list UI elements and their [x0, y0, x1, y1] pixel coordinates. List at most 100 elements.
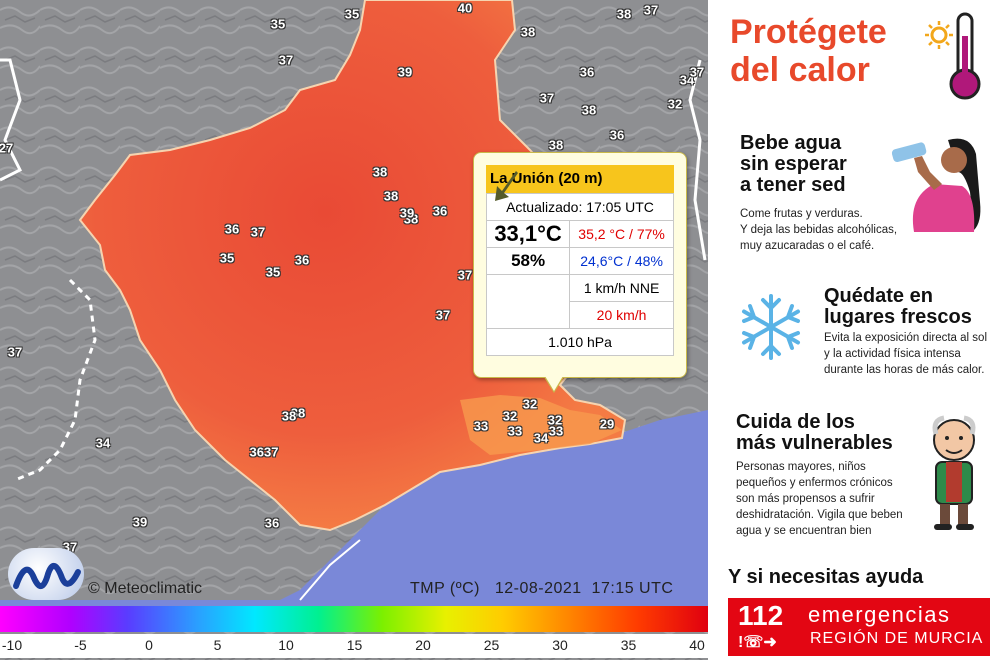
tip1-text-2: Y deja las bebidas alcohólicas,: [740, 224, 898, 236]
temperature-map[interactable]: 35 35 40 38 37 38 37 39 37 36 34 37 38 32 38 36 27 38 38 38…: [0, 0, 708, 660]
tip2-text-2: y la actividad física intensa: [824, 348, 961, 360]
station-temp-label[interactable]: 37: [539, 90, 555, 106]
e112-number: 112: [738, 600, 784, 631]
station-temp-label[interactable]: 39: [397, 64, 413, 80]
station-temp-label[interactable]: 34: [533, 430, 549, 446]
updated-time: Actualizado: 17:05 UTC: [486, 193, 674, 221]
station-temp-label[interactable]: 38: [520, 24, 536, 40]
max-temp: 35,2 °C / 77%: [569, 220, 674, 248]
station-temp-label[interactable]: 36: [264, 515, 280, 531]
station-temp-label[interactable]: 32: [547, 412, 563, 428]
tip3-title-2: más vulnerables: [736, 432, 893, 454]
tip3-text-5: agua y se encuentran bien: [736, 525, 872, 537]
station-temp-label[interactable]: 32: [522, 396, 538, 412]
station-temp-label[interactable]: 35: [265, 264, 281, 280]
scale-tick-label: -5: [74, 637, 87, 653]
station-temp-label[interactable]: 33: [548, 423, 564, 439]
scale-tick-label: -10: [1, 637, 23, 653]
scale-tick-label: 20: [415, 637, 431, 653]
temperature-scale-bar: [0, 606, 708, 632]
tip2-text-3: durante las horas de más calor.: [824, 364, 985, 376]
tip2-title-2: lugares frescos: [824, 306, 972, 328]
tip2-title-1: Quédate en: [824, 285, 933, 307]
station-temp-label[interactable]: 37: [435, 307, 451, 323]
current-temp: 33,1°C: [485, 220, 571, 248]
station-temp-label[interactable]: 37: [689, 64, 705, 80]
station-temp-label[interactable]: 36: [432, 203, 448, 219]
timestamp-label: TMP (ºC) 12-08-2021 17:15 UTC: [410, 580, 674, 597]
station-temp-label[interactable]: 33: [507, 423, 523, 439]
thermometer-icon: [949, 12, 981, 100]
sun-icon: [925, 21, 953, 49]
scale-tick-label: 40: [689, 637, 705, 653]
snowflake-icon: [742, 294, 800, 360]
station-popup[interactable]: La Unión (20 m) Actualizado: 17:05 UTC 3…: [473, 152, 687, 393]
tip1-title-2: sin esperar: [740, 153, 847, 175]
station-temp-label[interactable]: 35: [270, 16, 286, 32]
station-temp-label[interactable]: 36: [579, 64, 595, 80]
station-temp-label[interactable]: 39: [132, 514, 148, 530]
station-temp-label[interactable]: 37: [7, 344, 23, 360]
station-temp-label[interactable]: 37: [643, 2, 659, 18]
station-temp-label[interactable]: 38: [372, 164, 388, 180]
temperature-scale-ticks: -10 -5 0 5 10 15 20 25 30 35 40: [0, 634, 708, 658]
tip1-text-1: Come frutas y verduras.: [740, 208, 863, 220]
wind-arrow-icon: [485, 171, 571, 329]
station-temp-label[interactable]: 36: [609, 127, 625, 143]
help-heading: Y si necesitas ayuda: [728, 566, 924, 588]
station-table: Actualizado: 17:05 UTC 33,1°C 35,2 °C / 7…: [485, 171, 674, 356]
credit-text: © Meteoclimatic: [88, 580, 203, 597]
station-temp-label[interactable]: 34: [95, 435, 111, 451]
station-temp-label[interactable]: 35: [219, 250, 235, 266]
station-temp-label[interactable]: 37: [250, 224, 266, 240]
scale-tick-label: 15: [346, 637, 363, 653]
sea: [0, 410, 708, 606]
scale-tick-label: 5: [213, 637, 222, 653]
min-temp: 24,6°C / 48%: [569, 247, 674, 275]
scale-tick-label: 0: [145, 637, 153, 653]
phone-icon: !☏➜: [738, 634, 777, 651]
tip1-title-3: a tener sed: [740, 174, 846, 196]
panel-title-2: del calor: [730, 51, 870, 89]
wind-speed: 1 km/h NNE: [569, 274, 674, 302]
station-temp-label[interactable]: 38: [616, 6, 632, 22]
tip3-title-1: Cuida de los: [736, 411, 855, 433]
station-temp-label[interactable]: 38: [581, 102, 597, 118]
scale-tick-label: 35: [620, 637, 637, 653]
heat-advice-panel: Protégete del calor Bebe agua sin espera…: [708, 0, 1000, 660]
scale-tick-label: 10: [278, 637, 294, 653]
station-temp-label[interactable]: 39: [399, 205, 415, 221]
station-temp-label[interactable]: 32: [667, 96, 683, 112]
station-temp-label[interactable]: 36: [224, 221, 240, 237]
tip3-text-2: pequeños y enfermos crónicos: [736, 477, 893, 489]
current-humidity: 58%: [485, 247, 571, 275]
station-temp-label[interactable]: 3637: [249, 444, 279, 460]
wind-gust: 20 km/h: [569, 301, 674, 329]
station-temp-label[interactable]: 36: [294, 252, 310, 268]
station-temp-label[interactable]: 29: [599, 416, 615, 432]
tip3-text-3: son más propensos a sufrir: [736, 493, 875, 505]
station-temp-label[interactable]: 38: [403, 211, 419, 227]
station-temp-label[interactable]: 38: [290, 405, 306, 421]
panel-title-1: Protégete: [730, 13, 887, 51]
station-temp-label[interactable]: 37: [457, 267, 473, 283]
station-temp-label[interactable]: 38: [548, 137, 564, 153]
scale-tick-label: 25: [483, 637, 500, 653]
tip1-title-1: Bebe agua: [740, 132, 842, 154]
emergency-112-banner[interactable]: 112 !☏➜ emergencias REGIÓN DE MURCIA: [728, 598, 990, 656]
station-temp-label[interactable]: 35: [344, 6, 360, 22]
tip1-text-3: muy azucaradas o el café.: [740, 240, 875, 252]
tip3-text-4: deshidratación. Vigila que beben: [736, 509, 903, 521]
tip2-text-1: Evita la exposición directa al sol: [824, 332, 987, 344]
e112-region: REGIÓN DE MURCIA: [810, 630, 984, 647]
station-temp-label[interactable]: 38: [281, 408, 297, 424]
elderly-man-icon: [932, 415, 976, 530]
station-temp-label[interactable]: 40: [457, 0, 473, 16]
station-temp-label[interactable]: 32: [502, 408, 518, 424]
station-temp-label[interactable]: 33: [473, 418, 489, 434]
station-temp-label[interactable]: 34: [679, 72, 695, 88]
drinking-woman-icon: [891, 138, 981, 232]
station-temp-label[interactable]: 37: [278, 52, 294, 68]
station-temp-label[interactable]: 38: [383, 188, 399, 204]
station-temp-label[interactable]: 27: [0, 140, 14, 156]
